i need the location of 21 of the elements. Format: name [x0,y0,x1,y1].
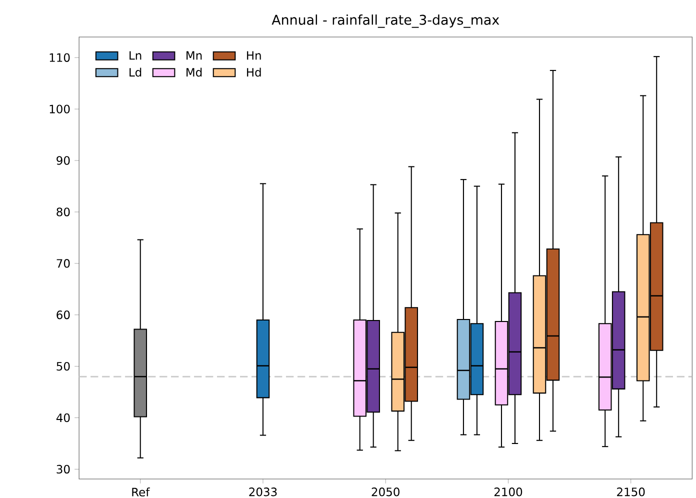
y-tick-label: 30 [56,464,70,474]
legend-label: Md [186,68,202,77]
x-tick-label: Ref [132,487,150,496]
y-tick-label: 90 [56,156,70,165]
x-tick-label: 2150 [617,487,645,496]
legend-label: Ld [130,68,142,77]
x-tick-label: 2100 [494,487,522,496]
x-tick-label: 2033 [249,487,277,496]
y-tick-label: 100 [50,104,70,114]
legend-label: Mn [186,51,202,60]
y-tick-label: 50 [56,362,70,371]
chart-title: Annual - rainfall_rate_3-days_max [272,14,500,28]
y-tick-label: 40 [56,413,70,422]
y-tick-label: 80 [56,208,70,216]
x-tick-label: 2050 [372,487,400,496]
legend-label: Hn [247,51,261,60]
y-tick-label: 70 [56,258,70,268]
y-tick-label: 60 [56,310,70,320]
legend-label: Hd [247,68,261,77]
y-tick-label: 110 [50,53,70,62]
legend-label: Ln [130,51,142,60]
